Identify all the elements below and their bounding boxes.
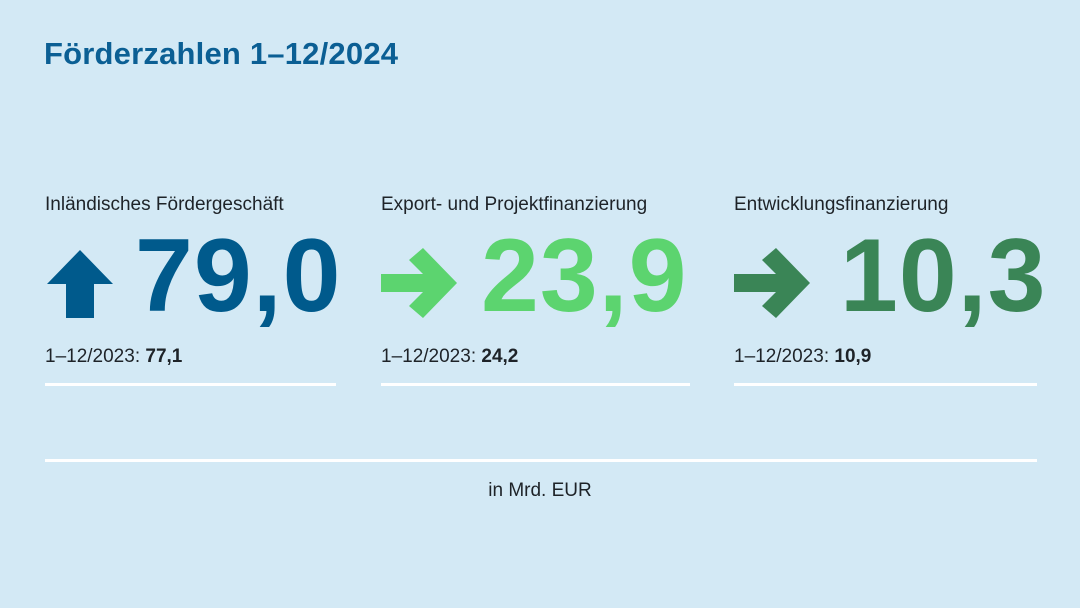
main-divider (45, 459, 1037, 462)
kpi-previous-label: 1–12/2023: (381, 346, 482, 367)
kpi-previous-value: 24,2 (481, 346, 519, 367)
kpi-previous: 1–12/2023: 10,9 (734, 346, 871, 368)
kpi-divider (381, 383, 690, 386)
kpi-value: 10,3 (840, 218, 1047, 334)
kpi-divider (734, 383, 1037, 386)
kpi-value: 79,0 (135, 218, 342, 334)
kpi-divider (45, 383, 336, 386)
kpi-export: Export- und Projektfinanzierung 23,9 1–1… (381, 0, 691, 400)
kpi-label: Export- und Projektfinanzierung (381, 194, 648, 215)
kpi-previous-value: 10,9 (834, 346, 872, 367)
kpi-previous-value: 77,1 (145, 346, 183, 367)
kpi-label: Inländisches Fördergeschäft (45, 194, 284, 215)
page-title: Förderzahlen 1–12/2024 (44, 36, 399, 71)
kpi-value: 23,9 (481, 218, 688, 334)
arrow-right-icon (734, 248, 810, 318)
kpi-previous-label: 1–12/2023: (734, 346, 835, 367)
kpi-previous-label: 1–12/2023: (45, 346, 146, 367)
arrow-right-icon (381, 248, 457, 318)
kpi-previous: 1–12/2023: 77,1 (45, 346, 182, 368)
kpi-label: Entwicklungsfinanzierung (734, 194, 949, 215)
kpi-domestic: Inländisches Fördergeschäft 79,0 1–12/20… (45, 0, 340, 400)
arrow-up-icon (47, 250, 113, 318)
kpi-development: Entwicklungsfinanzierung 10,3 1–12/2023:… (734, 0, 1045, 400)
kpi-previous: 1–12/2023: 24,2 (381, 346, 518, 368)
unit-note: in Mrd. EUR (488, 480, 592, 501)
